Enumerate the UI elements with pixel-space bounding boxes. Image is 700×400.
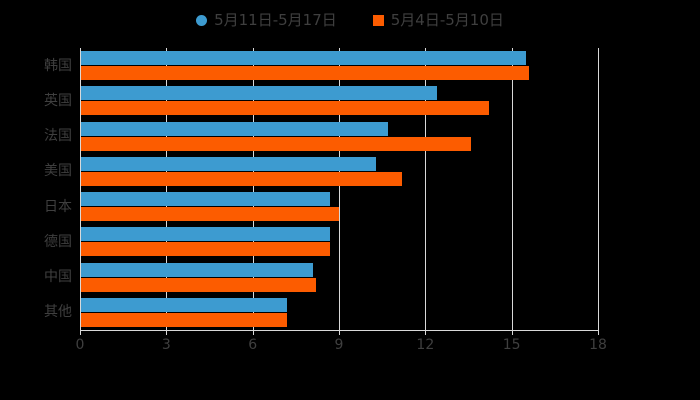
x-tick-label: 0 [75,337,85,353]
y-tick-label: 日本 [44,198,72,215]
bar-group [80,51,598,81]
bar[interactable] [80,136,472,151]
bar[interactable] [80,192,331,207]
x-tick-label: 9 [334,337,344,353]
y-axis-tick-labels: 韩国英国法国美国日本德国中国其他 [0,48,700,330]
x-gridline [339,48,340,330]
legend-label-series-1: 5月4日-5月10日 [390,11,504,29]
bar-group [80,121,598,151]
y-tick-label: 其他 [44,304,72,321]
x-gridline [598,48,599,330]
x-tick-label: 3 [161,337,171,353]
x-tick-mark [425,330,427,335]
x-tick-mark [166,330,168,335]
x-gridline [425,48,427,330]
bar[interactable] [80,207,339,222]
bar-group [80,192,598,222]
plot-area [80,48,599,330]
legend-marker-square-icon [372,14,384,26]
bar-group [80,156,598,186]
bar[interactable] [80,227,331,242]
x-tick-label: 6 [248,337,258,353]
x-tick-mark [80,330,81,335]
x-tick-mark [511,330,513,335]
bar-group [80,86,598,116]
legend-item-series-1[interactable]: 5月4日-5月10日 [372,8,504,32]
bar[interactable] [80,121,388,136]
x-tick-label: 15 [502,337,521,353]
x-tick-label: 18 [589,337,607,353]
x-gridline [166,48,168,330]
legend-marker-dot-icon [196,14,208,26]
x-gridline [252,48,254,330]
bar[interactable] [80,242,331,257]
y-tick-label: 英国 [44,92,72,109]
chart-legend: 5月11日-5月17日 5月4日-5月10日 [0,8,700,32]
x-gridline [511,48,513,330]
bar[interactable] [80,86,437,101]
x-tick-label: 12 [416,337,435,353]
bar[interactable] [80,66,529,81]
x-tick-mark [252,330,254,335]
y-tick-label: 韩国 [44,57,72,74]
bar[interactable] [80,262,314,277]
y-tick-label: 德国 [44,233,72,250]
bar[interactable] [80,156,377,171]
legend-item-series-0[interactable]: 5月11日-5月17日 [196,8,337,32]
x-tick-mark [598,330,599,335]
y-tick-label: 中国 [44,269,72,286]
bar[interactable] [80,297,288,312]
bar-group [80,297,598,327]
bar-group [80,262,598,292]
bar-group [80,227,598,257]
y-tick-label: 法国 [44,128,72,145]
y-tick-label: 美国 [44,163,72,180]
bar[interactable] [80,312,288,327]
legend-label-series-0: 5月11日-5月17日 [214,11,337,29]
x-tick-mark [339,330,340,335]
bar[interactable] [80,51,527,66]
bar[interactable] [80,101,489,116]
bar[interactable] [80,277,316,292]
bar[interactable] [80,171,403,186]
y-axis-line [80,48,81,330]
x-axis-tick-labels: 0 3 6 9 12 15 18 [0,336,700,360]
